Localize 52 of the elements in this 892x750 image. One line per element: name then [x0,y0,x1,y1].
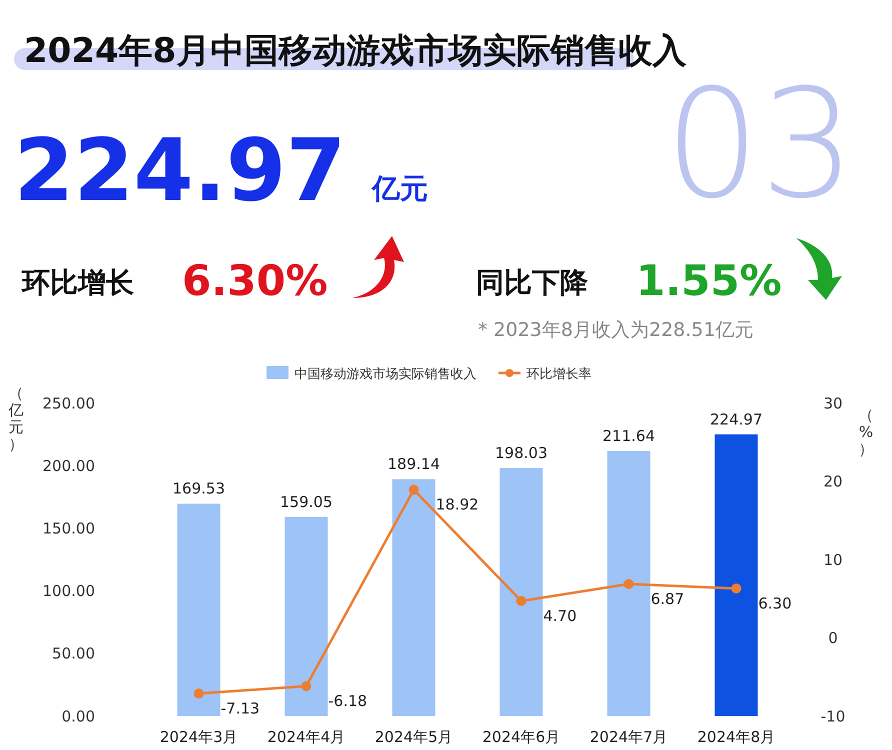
x-tick-label: 2024年7月 [590,728,668,746]
y-axis-title: （亿元） [8,384,24,453]
text: 亿元 [371,172,428,205]
point [516,596,526,606]
bar [284,516,328,716]
bar [392,479,436,716]
data-label: 4.70 [543,606,577,625]
y2-tick-label: 10 [823,550,843,569]
data-label: 159.05 [280,492,332,511]
data-label: 211.64 [602,427,655,446]
text: 6.30% [182,256,328,305]
bar [177,504,220,716]
text: 1.55% [636,256,782,305]
bar [607,451,650,716]
y-tick-label: 150.00 [42,519,95,538]
data-label: 6.87 [650,590,684,608]
legend-label: 环比增长率 [526,366,592,382]
data-label: -7.13 [220,700,260,718]
y-tick-label: 50.00 [52,644,95,663]
text: 同比下降 [476,266,588,299]
text: * 2023年8月收入为228.51亿元 [478,319,754,341]
data-label: 18.92 [436,496,479,514]
data-label: 169.53 [172,480,225,498]
bar [500,468,543,716]
bar [714,434,758,716]
text: 224.97 [14,121,346,221]
data-label: -6.18 [328,692,368,710]
y-tick-label: 100.00 [42,582,95,600]
data-label: 198.03 [495,444,548,462]
y2-tick-label: 20 [823,472,843,490]
y-tick-label: 0.00 [62,707,95,726]
point [301,681,312,692]
x-tick-label: 2024年3月 [160,728,238,746]
y2-tick-label: 30 [823,394,843,412]
x-tick-label: 2024年4月 [267,728,346,746]
legend-label: 中国移动游戏市场实际销售收入 [294,367,476,382]
data-label: 224.97 [710,410,762,428]
y-tick-label: 250.00 [42,394,95,412]
x-tick-label: 2024年5月 [374,728,453,746]
point [731,583,742,594]
y2-tick-label: 0 [828,629,838,647]
x-tick-label: 2024年6月 [482,728,560,746]
y-tick-label: 200.00 [42,456,95,475]
text: 环比增长 [21,266,134,299]
x-tick-label: 2024年8月 [697,728,776,746]
data-label: 189.14 [388,455,440,474]
point [194,688,204,699]
point [408,484,419,495]
y2-axis-title: （%） [858,406,874,458]
y2-tick-label: -10 [820,707,846,726]
point [624,578,634,589]
data-label: 6.30 [758,594,792,612]
